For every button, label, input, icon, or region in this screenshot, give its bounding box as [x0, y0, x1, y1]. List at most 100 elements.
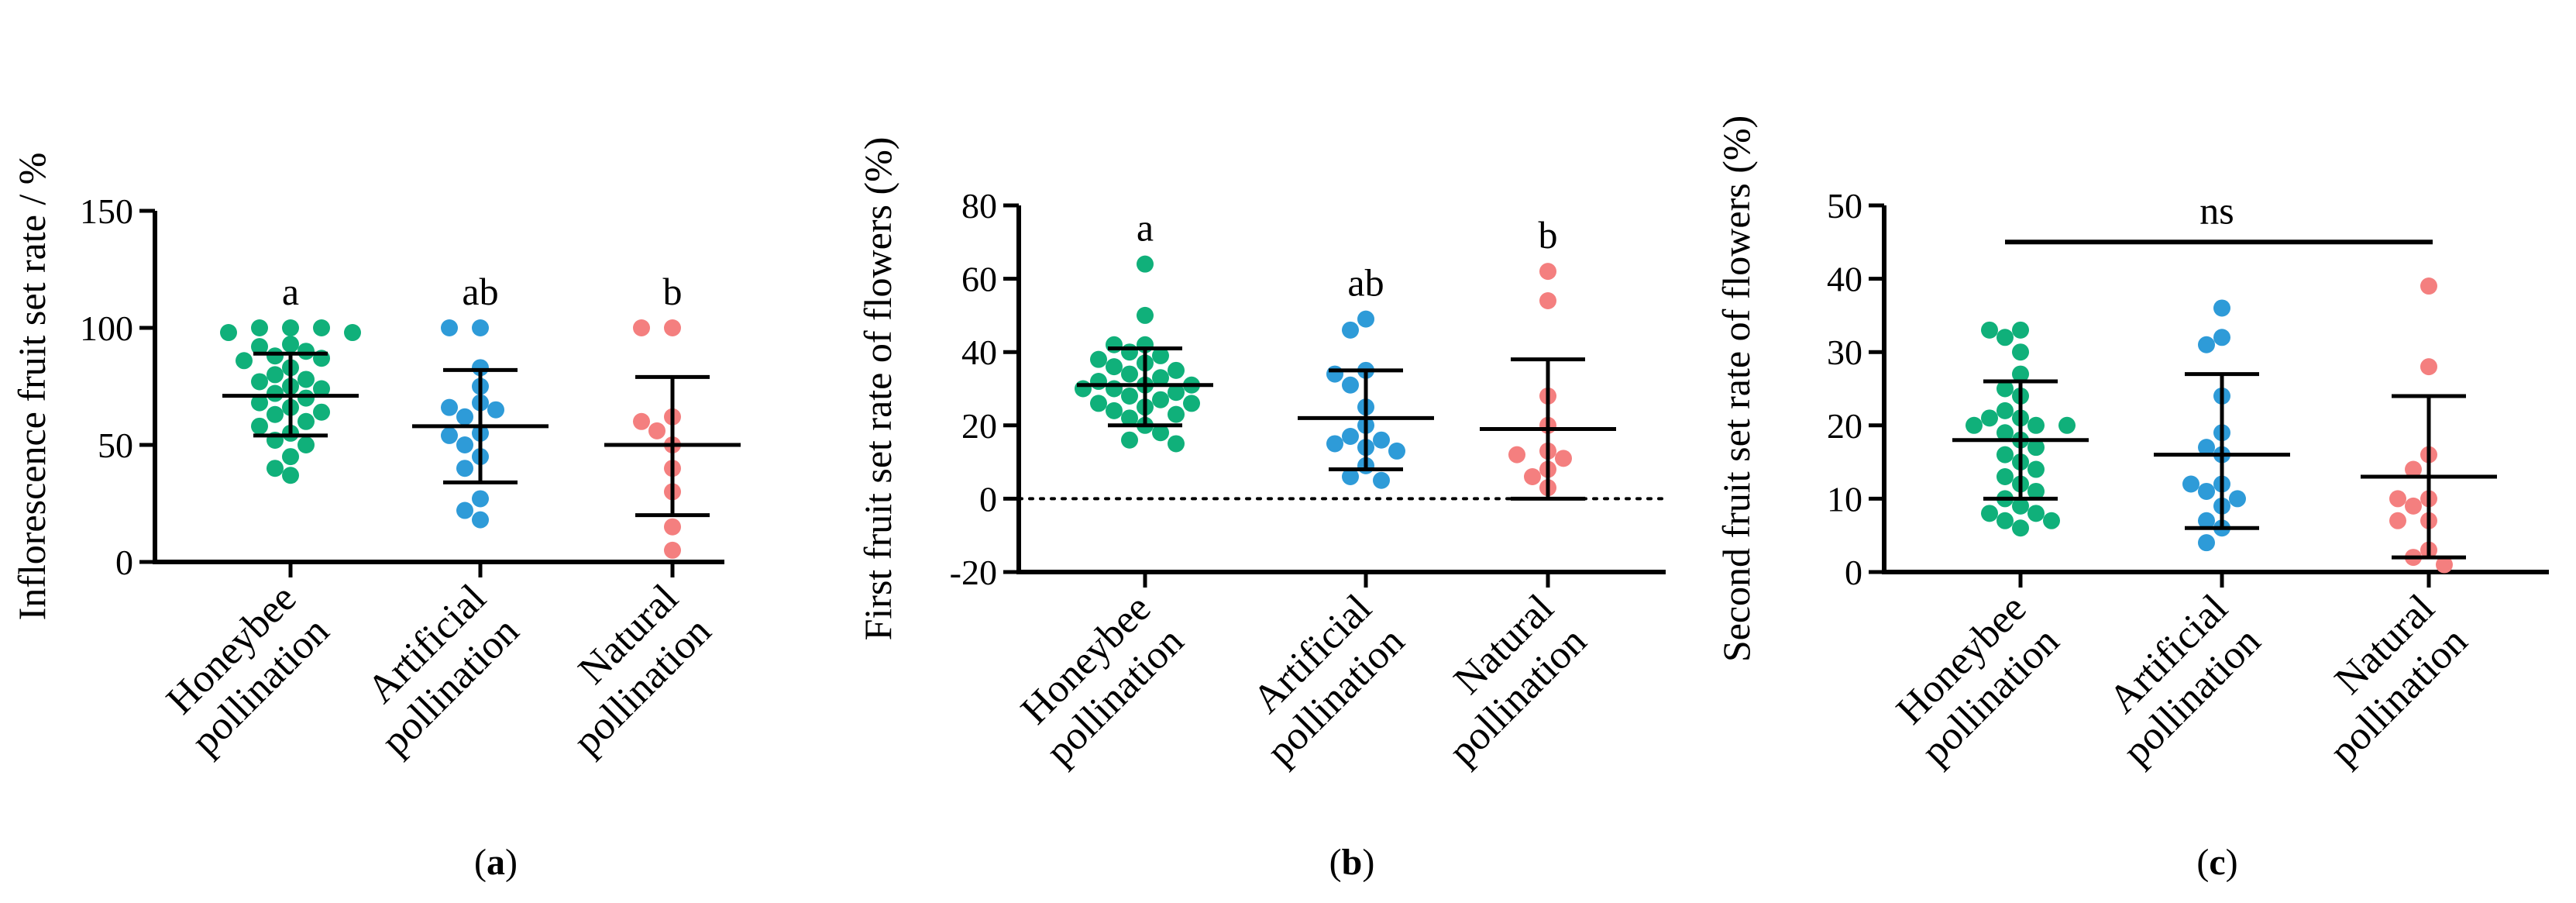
- y-tick-label: 80: [961, 186, 997, 226]
- y-tick-label: 60: [961, 260, 997, 299]
- data-point: [2198, 336, 2215, 353]
- data-point: [456, 460, 473, 477]
- data-point: [2420, 277, 2437, 295]
- data-point: [1137, 255, 1154, 273]
- data-point: [664, 518, 681, 536]
- data-point: [236, 352, 253, 370]
- significance-label: a: [282, 270, 299, 313]
- data-point: [1342, 427, 1359, 445]
- x-category-label: Naturalpollination: [1408, 586, 1595, 774]
- y-tick-label: 0: [1845, 553, 1862, 592]
- data-point: [633, 412, 650, 430]
- y-tick-label: 50: [98, 426, 133, 465]
- y-tick-label: 40: [961, 333, 997, 372]
- data-point: [2405, 460, 2422, 478]
- data-point: [1183, 395, 1200, 412]
- data-point: [1075, 380, 1092, 398]
- data-point: [2420, 358, 2437, 376]
- data-point: [441, 398, 458, 416]
- caption-paren-open: (: [1329, 842, 1342, 883]
- data-point: [251, 373, 268, 391]
- data-point: [2198, 512, 2215, 529]
- data-point: [282, 467, 299, 484]
- data-point: [297, 436, 315, 453]
- data-point: [1121, 431, 1138, 449]
- significance-label: ab: [1347, 261, 1384, 305]
- data-point: [1106, 336, 1123, 353]
- data-point: [1168, 361, 1185, 379]
- data-point: [2405, 497, 2422, 515]
- data-point: [251, 417, 268, 435]
- panel-b-chart: -20 0 20 40 60 80 First fruit set rate of flow…: [856, 137, 1667, 774]
- data-point: [251, 394, 268, 412]
- x-category-label: Artificialpollination: [340, 576, 528, 763]
- data-point: [1524, 468, 1541, 486]
- data-point: [2027, 416, 2045, 434]
- data-point: [1326, 435, 1343, 453]
- y-tick-label: 10: [1827, 479, 1862, 519]
- significance-label: b: [663, 270, 683, 313]
- data-point: [456, 436, 473, 453]
- data-point: [2012, 497, 2029, 515]
- caption-letter: a: [487, 842, 505, 883]
- data-point: [1508, 446, 1525, 464]
- data-point: [472, 319, 489, 336]
- data-point: [633, 319, 650, 336]
- data-point: [251, 338, 268, 356]
- data-point: [2198, 439, 2215, 457]
- data-point: [267, 405, 284, 423]
- y-axis-label: Second fruit set rate of flowers (%): [1714, 115, 1758, 662]
- caption-paren-open: (: [474, 842, 487, 883]
- data-point: [472, 490, 489, 508]
- data-point: [2043, 512, 2060, 529]
- data-point: [2012, 365, 2029, 383]
- panel-a-chart: 0 50 100 150 Inflorescence fruit set rate / …: [10, 153, 741, 763]
- y-tick-label: 150: [80, 191, 133, 231]
- data-point: [282, 448, 299, 466]
- data-point: [2027, 460, 2045, 478]
- data-point: [1996, 402, 2014, 419]
- caption-letter: b: [1342, 842, 1363, 883]
- panel-c-label: (c): [2196, 842, 2237, 883]
- data-point: [1121, 343, 1138, 361]
- data-point: [1106, 358, 1123, 376]
- data-point: [1326, 365, 1343, 383]
- data-point: [1152, 369, 1169, 387]
- data-point: [1357, 310, 1374, 328]
- caption-paren-open: (: [2196, 842, 2209, 883]
- data-point: [648, 422, 665, 439]
- data-point: [441, 319, 458, 336]
- data-point: [313, 380, 330, 398]
- data-point: [297, 343, 315, 360]
- data-point: [2213, 299, 2230, 317]
- x-category-label: Artificialpollination: [2082, 586, 2269, 774]
- data-point: [1996, 380, 2014, 398]
- significance-label: ab: [462, 270, 498, 313]
- x-category-label: Honeybeepollination: [150, 576, 338, 763]
- y-tick-label: 0: [979, 479, 997, 519]
- data-point: [2182, 475, 2199, 493]
- data-point: [1996, 512, 2014, 529]
- data-point: [1373, 471, 1390, 489]
- panel-c-chart: 0 10 20 30 40 50 Second fruit set rate of flow…: [1714, 115, 2549, 774]
- data-point: [456, 408, 473, 426]
- data-point: [2389, 490, 2406, 508]
- data-point: [1121, 365, 1138, 383]
- data-point: [1168, 384, 1185, 402]
- y-axis-label: Inflorescence fruit set rate / %: [10, 153, 53, 621]
- x-category-label: Naturalpollination: [2289, 586, 2476, 774]
- data-point: [2389, 512, 2406, 529]
- data-point: [220, 324, 237, 342]
- data-point: [1342, 468, 1359, 486]
- data-point: [1152, 424, 1169, 442]
- comparison-label: ns: [2199, 188, 2234, 232]
- data-point: [472, 511, 489, 529]
- y-tick-label: 0: [115, 543, 133, 582]
- data-point: [2012, 321, 2029, 339]
- caption-paren-close: ): [2226, 842, 2238, 883]
- data-point: [1106, 402, 1123, 419]
- data-point: [267, 384, 284, 402]
- data-point: [2436, 556, 2453, 574]
- data-point: [1106, 380, 1123, 398]
